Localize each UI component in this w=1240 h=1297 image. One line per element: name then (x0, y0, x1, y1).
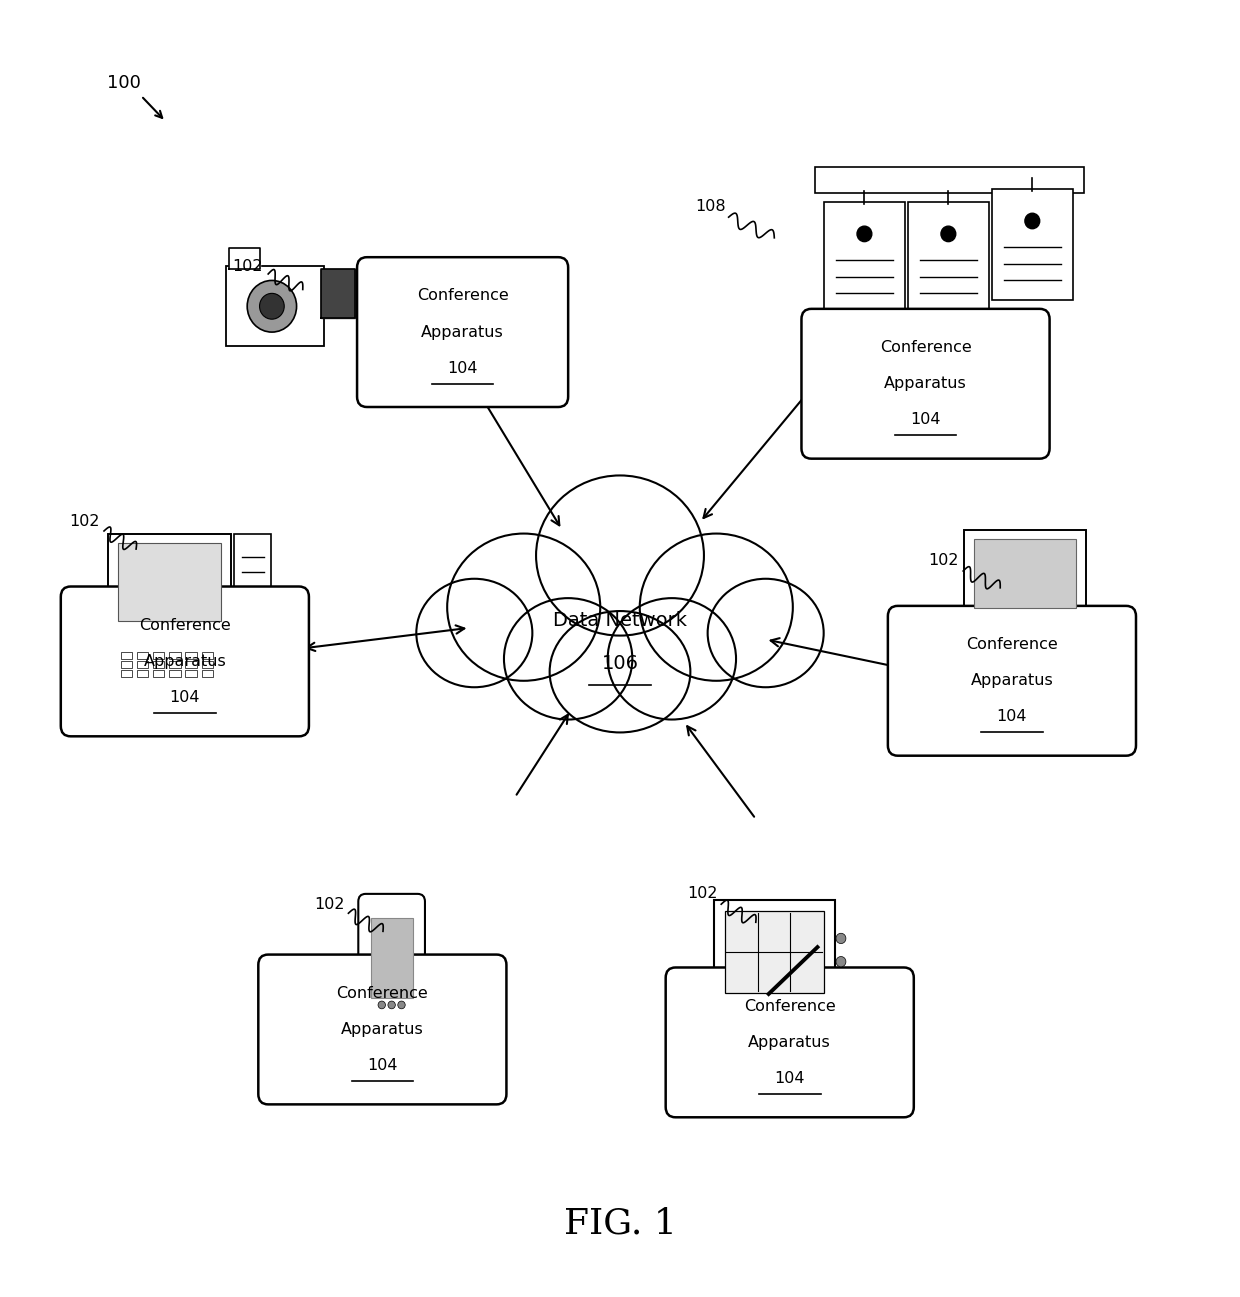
Circle shape (836, 934, 846, 944)
FancyBboxPatch shape (908, 201, 990, 313)
FancyBboxPatch shape (170, 661, 181, 668)
FancyBboxPatch shape (122, 652, 133, 659)
FancyBboxPatch shape (226, 266, 324, 346)
FancyBboxPatch shape (118, 542, 221, 621)
FancyBboxPatch shape (992, 189, 1073, 300)
Text: 108: 108 (694, 200, 725, 214)
Circle shape (1025, 213, 1039, 228)
Text: Conference: Conference (744, 999, 836, 1014)
Circle shape (857, 226, 872, 241)
Text: Apparatus: Apparatus (144, 654, 226, 669)
Text: 102: 102 (232, 258, 263, 274)
Text: Conference: Conference (139, 617, 231, 633)
FancyBboxPatch shape (202, 661, 212, 668)
Circle shape (388, 1001, 396, 1009)
FancyBboxPatch shape (725, 912, 823, 992)
FancyBboxPatch shape (138, 671, 149, 677)
FancyBboxPatch shape (973, 538, 1076, 608)
FancyBboxPatch shape (186, 652, 197, 659)
Circle shape (378, 1001, 386, 1009)
FancyBboxPatch shape (170, 652, 181, 659)
Text: Conference: Conference (417, 288, 508, 303)
Text: Apparatus: Apparatus (422, 324, 503, 340)
FancyBboxPatch shape (186, 661, 197, 668)
Text: 104: 104 (910, 412, 941, 428)
Text: 100: 100 (107, 74, 140, 92)
Circle shape (941, 226, 956, 241)
FancyBboxPatch shape (138, 661, 149, 668)
FancyBboxPatch shape (122, 661, 133, 668)
Text: Conference: Conference (879, 340, 971, 355)
Ellipse shape (536, 476, 704, 636)
Ellipse shape (608, 598, 737, 720)
Text: Apparatus: Apparatus (971, 673, 1053, 689)
Text: 106: 106 (601, 655, 639, 673)
FancyBboxPatch shape (371, 918, 413, 999)
Circle shape (259, 293, 284, 319)
FancyBboxPatch shape (666, 968, 914, 1117)
Text: Data Network: Data Network (553, 611, 687, 629)
FancyBboxPatch shape (138, 652, 149, 659)
FancyBboxPatch shape (234, 533, 272, 632)
FancyBboxPatch shape (358, 894, 425, 1023)
Text: 102: 102 (315, 896, 345, 912)
Text: Conference: Conference (336, 986, 428, 1001)
Text: Apparatus: Apparatus (884, 376, 967, 392)
Text: 102: 102 (69, 515, 99, 529)
FancyBboxPatch shape (61, 586, 309, 737)
Ellipse shape (448, 533, 600, 681)
Circle shape (836, 956, 846, 966)
Ellipse shape (503, 598, 632, 720)
Text: 104: 104 (775, 1071, 805, 1086)
Ellipse shape (640, 533, 792, 681)
FancyBboxPatch shape (154, 652, 165, 659)
Polygon shape (228, 248, 259, 268)
FancyBboxPatch shape (170, 671, 181, 677)
FancyBboxPatch shape (963, 529, 1086, 619)
FancyBboxPatch shape (108, 533, 231, 632)
FancyBboxPatch shape (357, 257, 568, 407)
FancyBboxPatch shape (202, 652, 212, 659)
Circle shape (247, 280, 296, 332)
Ellipse shape (417, 578, 532, 687)
FancyBboxPatch shape (888, 606, 1136, 756)
FancyBboxPatch shape (110, 648, 228, 687)
Circle shape (398, 1001, 405, 1009)
FancyBboxPatch shape (258, 955, 506, 1104)
FancyBboxPatch shape (122, 671, 133, 677)
Text: 104: 104 (448, 361, 477, 376)
FancyBboxPatch shape (801, 309, 1049, 459)
Text: 102: 102 (929, 554, 959, 568)
FancyBboxPatch shape (823, 201, 905, 313)
Text: Apparatus: Apparatus (341, 1022, 424, 1038)
FancyBboxPatch shape (815, 167, 1084, 193)
Text: 104: 104 (997, 709, 1027, 725)
Text: Conference: Conference (966, 637, 1058, 652)
FancyBboxPatch shape (154, 671, 165, 677)
FancyBboxPatch shape (186, 671, 197, 677)
FancyBboxPatch shape (952, 611, 1097, 645)
Text: 104: 104 (170, 690, 200, 706)
FancyBboxPatch shape (202, 671, 212, 677)
Text: Apparatus: Apparatus (749, 1035, 831, 1049)
Polygon shape (321, 268, 355, 318)
FancyBboxPatch shape (154, 661, 165, 668)
Text: FIG. 1: FIG. 1 (563, 1206, 677, 1240)
Text: 102: 102 (687, 886, 718, 901)
Ellipse shape (708, 578, 823, 687)
Text: 104: 104 (367, 1058, 398, 1073)
Ellipse shape (549, 611, 691, 733)
FancyBboxPatch shape (714, 900, 835, 1004)
